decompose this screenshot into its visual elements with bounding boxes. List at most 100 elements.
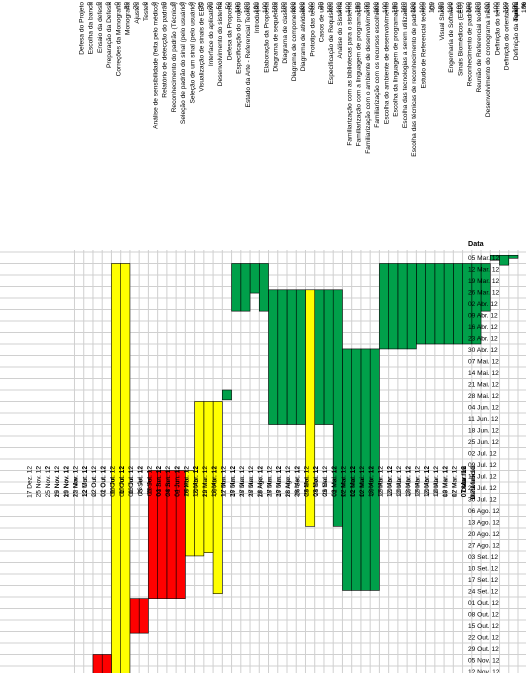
task-end-date: 03 Set. 12 [156,466,163,496]
task-end-date: 09 Abr. 12 [433,466,440,496]
task-start-date: 12 Mar. 12 [387,466,394,497]
task-end-date: 02 Mai. 12 [350,466,357,497]
date-tick: 15 Out. 12 [468,623,499,630]
task-name: Introdução [254,2,261,33]
task-name: Familiarização com os recursos escolhido… [374,1,381,127]
task-start-date: 19 Nov. 12 [54,466,61,498]
task-pct: 100 [410,2,417,13]
header-pct: % [521,2,526,8]
date-tick: 27 Ago. 12 [468,542,500,549]
task-bars [92,254,519,673]
date-tick: 11 Jun. 12 [468,416,499,423]
task-pct: 100 [354,2,361,13]
date-tick: 30 Abr. 12 [468,347,498,354]
task-name: Diagrama de classes [282,1,289,63]
task-name: Sinais Biomédicos (EEG) [457,2,464,76]
task-name: Especificação de Requisitos [328,1,335,84]
task-name: Preparação da Defesa [106,2,113,68]
task-bar [92,654,103,673]
task-start-date: 28 Mar. 12 [266,466,273,497]
task-start-date: 28 Mar. 12 [248,466,255,497]
task-bar [277,289,288,425]
task-pct: 100 [447,2,454,13]
task-end-date: 01 Out. 12 [110,466,117,497]
task-start-date: 02 Out. 12 [91,466,98,497]
task-end-date: 29 Abr. 12 [396,466,403,496]
task-bar [499,254,510,266]
task-start-date: 16 Jul. 12 [109,466,116,495]
task-name: Elaboração da Proposta [263,2,270,73]
task-name: Análise do Sistema [337,2,344,59]
task-start-date: 12 Mar. 12 [220,466,227,497]
task-end-date: 12 Mar. 12 [452,466,459,497]
task-end-date: 17 Jun. 12 [248,466,255,497]
task-name: Seleção de um sinal (pelo usuário) [189,2,196,104]
task-end-date: 01 Out. 12 [128,466,135,497]
task-pct: 0 [105,2,112,6]
task-end-date: 22 Out. 12 [82,466,89,497]
task-pct: 30 [317,2,324,10]
task-start-date: 28 Mar. 12 [285,466,292,497]
task-end-date: 22 Out. 12 [91,466,98,497]
task-end-date: 29 Abr. 12 [424,466,431,496]
task-pct: 0 [151,2,158,6]
task-end-date: 18 Ago. 12 [257,466,264,498]
task-end-date: 29 Abr. 12 [415,466,422,496]
task-end-date: 02 Mai. 12 [341,466,348,497]
task-bar [240,263,251,312]
task-pct: 100 [281,2,288,13]
task-pct: 20 [133,2,140,10]
task-pct: 100 [456,2,463,13]
task-pct: 50 [225,2,232,10]
task-bar [416,263,426,345]
task-start-date: 28 Mar. 12 [239,466,246,497]
task-bar [231,263,242,312]
task-start-date: 07 Mar. 12 [461,466,468,497]
task-end-date: 26 Set. 12 [313,466,320,496]
date-tick: 03 Set. 12 [468,554,498,561]
task-start-date: 03 Mai. 12 [313,466,320,497]
task-name: Análise de sensibilidade (feita pelo méd… [152,2,159,129]
task-name: Relatório de detecção do padrão [162,2,169,98]
task-name: Reconhecimento do padrão (Técnica) [171,2,178,112]
task-bar [258,263,269,312]
task-name: Estado da Arte - Referencial Teórico [245,2,252,108]
task-end-date: 07 Mar. 12 [461,466,468,497]
task-start-date: 12 Mar. 12 [414,466,421,497]
task-start-date: 28 Mai. 12 [183,466,190,497]
task-start-date: 03 Mai. 12 [303,466,310,497]
task-start-date: 12 Mar. 12 [442,466,449,497]
task-name: Escolha da banca [88,2,95,55]
date-tick: 16 Abr. 12 [468,324,498,331]
task-pct: 100 [484,2,491,13]
task-bar [425,263,436,345]
task-bar [406,263,417,350]
task-name: C# [430,2,437,11]
task-pct: 100 [493,2,500,13]
task-start-date: 19 Nov. 12 [63,466,70,498]
task-start-date: 28 Mar. 12 [257,466,264,497]
task-pct: 100 [244,2,251,13]
task-name: Escolha das técnicas de reconhecimento d… [411,1,418,156]
task-end-date: 09 Abr. 12 [184,466,191,496]
date-tick: 12 Mar. 12 [468,266,499,273]
date-tick: 01 Out. 12 [468,600,499,607]
task-name: Monografia [125,2,132,35]
task-end-date: 18 Ago. 12 [285,466,292,498]
task-pct: 100 [327,2,334,13]
task-end-date: 29 Abr. 12 [378,466,385,496]
task-start-date: 16 Jul. 12 [146,466,153,495]
task-bar [138,598,149,634]
date-tick: 23 Jul. 12 [468,485,497,492]
task-start-date: 12 Mar. 12 [211,466,218,497]
task-end-date: 26 Set. 12 [294,466,301,496]
task-end-date: 17 Jun. 12 [239,466,246,497]
task-end-date: ? [36,466,43,470]
task-end-date: 28 Set. 12 [165,466,172,496]
task-pct: 100 [345,2,352,13]
date-tick: 05 Mar. 12 [468,255,499,262]
date-tick: 09 Abr. 12 [468,312,498,319]
task-start-date: 12 Mar. 12 [368,466,375,497]
task-start-date: 16 Jul. 12 [137,466,144,495]
task-pct: 100 [521,2,526,13]
